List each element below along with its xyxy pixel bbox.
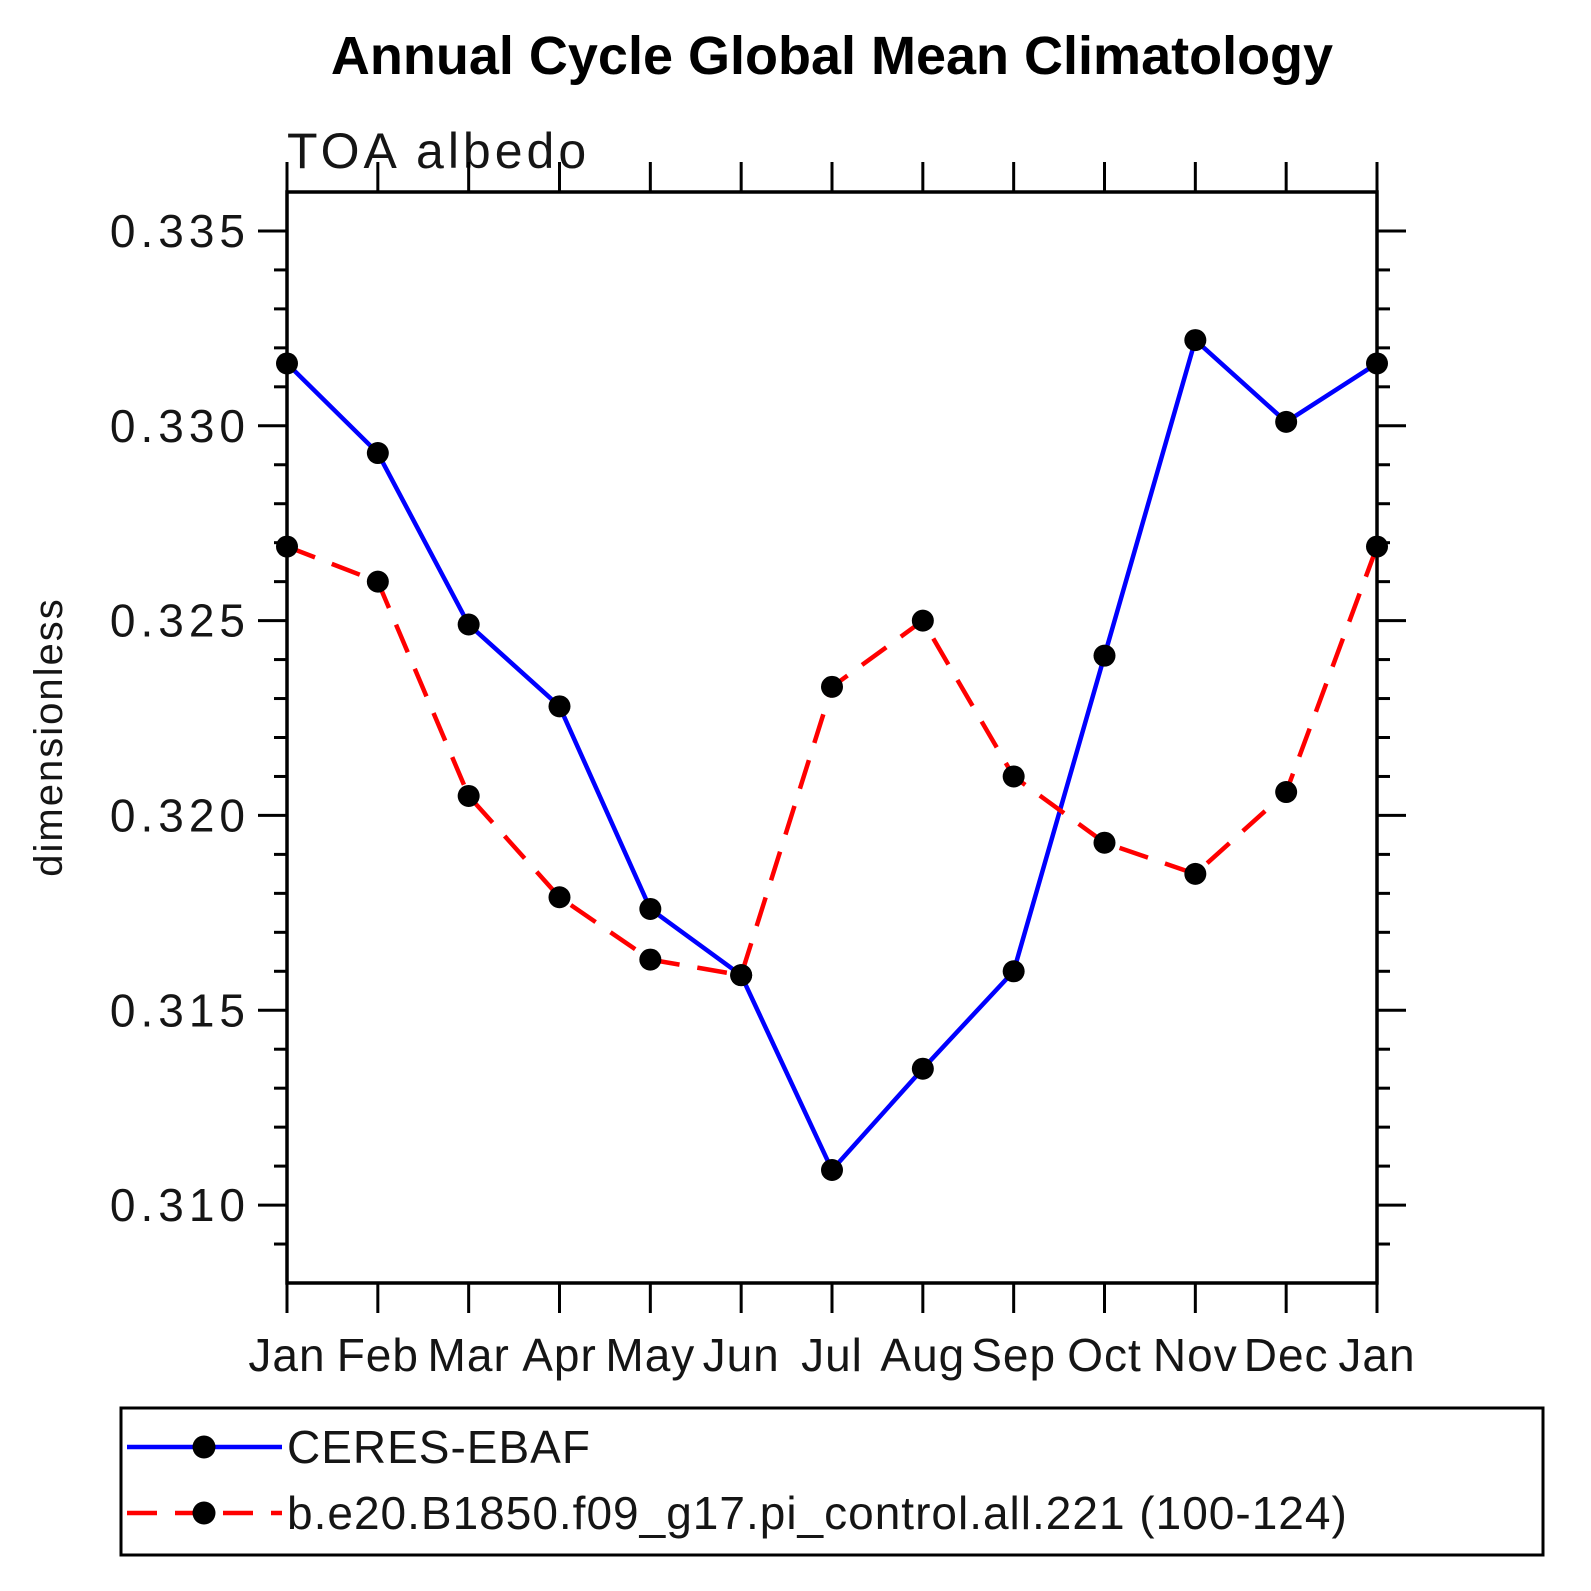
series-0-marker (639, 897, 662, 920)
series-line-0 (285, 335, 1379, 1175)
series-0-marker (911, 1057, 934, 1080)
series-1-marker (276, 535, 298, 558)
series-0-marker (821, 1159, 843, 1182)
series-0-marker (366, 442, 389, 465)
x-tick-label: Jun (703, 1329, 780, 1381)
legend-label-ceres: CERES-EBAF (287, 1421, 591, 1473)
x-tick-label: Dec (1244, 1329, 1329, 1381)
x-tick-label: Nov (1153, 1329, 1238, 1381)
series-0-marker (276, 352, 298, 375)
legend-box (119, 1406, 1545, 1557)
series-1-marker (639, 948, 662, 971)
data-series (276, 329, 1388, 1182)
plot-axes: Jan Feb Mar Apr May Jun Jul Aug Sep Oct Nov Dec Jan0… (110, 162, 1415, 1381)
legend-label-model: b.e20.B1850.f09_g17.pi_control.all.221 (… (287, 1487, 1348, 1539)
series-1-marker (366, 570, 389, 593)
x-tick-label: Apr (522, 1329, 597, 1381)
y-tick-label: 0.320 (110, 789, 250, 841)
legend-marker-ceres (192, 1435, 216, 1459)
series-1-marker (1275, 781, 1298, 804)
series-0-marker (1002, 960, 1025, 983)
series-1-marker (457, 784, 480, 807)
series-1-marker (1184, 862, 1207, 885)
x-tick-label: Sep (971, 1329, 1056, 1381)
y-tick-label: 0.330 (110, 400, 250, 452)
series-0-marker (548, 695, 571, 718)
x-tick-label: Aug (880, 1329, 965, 1381)
x-tick-label: May (605, 1329, 695, 1381)
legend-item-ceres: CERES-EBAF (127, 1421, 591, 1473)
chart-title: Annual Cycle Global Mean Climatology (331, 26, 1333, 86)
series-0-marker (1366, 352, 1388, 375)
y-tick-label: 0.335 (110, 205, 250, 257)
y-tick-label: 0.315 (110, 984, 250, 1036)
series-0-marker (1184, 329, 1207, 352)
series-1-marker (1093, 831, 1116, 854)
series-1-marker (548, 886, 571, 909)
series-1-marker (1002, 765, 1025, 788)
y-tick-label: 0.325 (110, 595, 250, 647)
series-1-marker (821, 675, 843, 698)
y-axis-label: dimensionless (27, 597, 71, 876)
chart-subtitle: TOA albedo (287, 123, 590, 179)
x-tick-label: Jul (801, 1329, 863, 1381)
series-1-marker (911, 609, 934, 632)
series-0-marker (1093, 644, 1116, 667)
legend-item-model: b.e20.B1850.f09_g17.pi_control.all.221 (… (127, 1487, 1348, 1539)
x-tick-label: Mar (428, 1329, 510, 1381)
series-line-1 (286, 544, 1380, 978)
y-tick-label: 0.310 (110, 1179, 250, 1231)
series-1-marker (730, 964, 753, 987)
legend: CERES-EBAF b.e20.B1850.f09_g17.pi_contro… (119, 1406, 1545, 1557)
series-0-marker (457, 613, 480, 636)
series-0-marker (1275, 410, 1298, 433)
legend-marker-model (192, 1501, 216, 1525)
x-tick-label: Jan (1338, 1329, 1415, 1381)
x-tick-label: Jan (248, 1329, 325, 1381)
series-1-marker (1366, 535, 1388, 558)
x-tick-label: Feb (337, 1329, 419, 1381)
x-tick-label: Oct (1067, 1329, 1142, 1381)
